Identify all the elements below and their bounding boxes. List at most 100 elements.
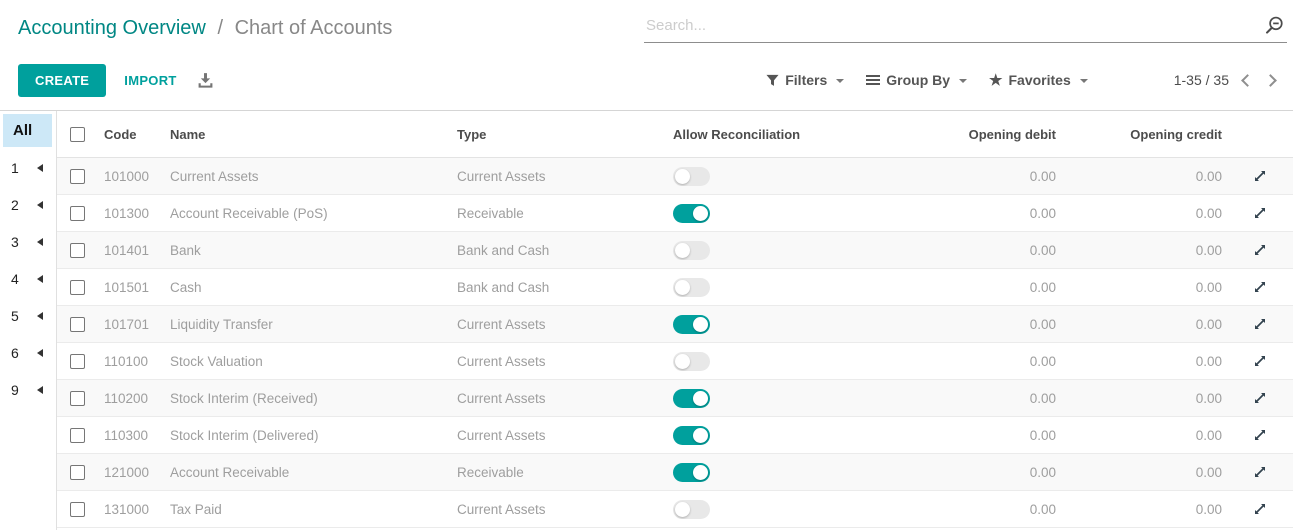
row-checkbox[interactable]: [69, 390, 85, 406]
expand-record-icon[interactable]: [1253, 428, 1267, 442]
table-row[interactable]: 101501 Cash Bank and Cash 0.00 0.00: [57, 269, 1293, 306]
cell-type: Current Assets: [457, 168, 546, 184]
table-row[interactable]: 101000 Current Assets Current Assets 0.0…: [57, 158, 1293, 195]
sidebar-item-group[interactable]: 3: [0, 223, 56, 260]
row-actions-cell: [1226, 465, 1293, 479]
group-by-icon: [866, 75, 881, 85]
row-checkbox[interactable]: [69, 353, 85, 369]
sidebar-item-group[interactable]: 9: [0, 371, 56, 408]
column-header-code[interactable]: Code: [104, 126, 137, 142]
select-all-checkbox[interactable]: [69, 126, 85, 142]
cell-opening-credit: 0.00: [1195, 205, 1222, 221]
favorites-menu-button[interactable]: ★ Favorites: [989, 72, 1088, 88]
table-row[interactable]: 101701 Liquidity Transfer Current Assets…: [57, 306, 1293, 343]
row-checkbox[interactable]: [69, 279, 85, 295]
row-actions-cell: [1226, 428, 1293, 442]
column-header-type[interactable]: Type: [457, 126, 487, 142]
allow-reconciliation-toggle[interactable]: [673, 166, 710, 186]
chevron-down-icon: [1079, 79, 1088, 83]
sidebar-item-group[interactable]: 5: [0, 297, 56, 334]
cell-code: 131000: [104, 501, 150, 517]
expand-record-icon[interactable]: [1253, 391, 1267, 405]
row-checkbox[interactable]: [69, 242, 85, 258]
column-header-opening-credit[interactable]: Opening credit: [1130, 126, 1222, 142]
sidebar-group-label: 5: [11, 307, 19, 324]
sidebar-item-group[interactable]: 4: [0, 260, 56, 297]
cell-code: 110200: [104, 390, 149, 406]
cell-allow-reconciliation: [666, 388, 846, 408]
cell-type: Current Assets: [457, 427, 546, 443]
row-checkbox[interactable]: [69, 205, 85, 221]
cell-name: Tax Paid: [170, 501, 222, 517]
next-page-button[interactable]: [1264, 73, 1277, 87]
column-header-allow-reconciliation[interactable]: Allow Reconciliation: [673, 126, 801, 142]
table-row[interactable]: 101401 Bank Bank and Cash 0.00 0.00: [57, 232, 1293, 269]
allow-reconciliation-toggle[interactable]: [673, 462, 710, 482]
search-input[interactable]: [646, 17, 1264, 34]
expand-record-icon[interactable]: [1253, 354, 1267, 368]
allow-reconciliation-toggle[interactable]: [673, 314, 710, 334]
select-all-checkbox-cell: [57, 126, 97, 142]
cell-opening-credit: 0.00: [1195, 279, 1222, 295]
toggle-knob: [675, 279, 690, 295]
expand-record-icon[interactable]: [1253, 280, 1267, 294]
cell-opening-debit: 0.00: [1029, 316, 1056, 332]
row-checkbox-cell: [57, 427, 97, 443]
search-icon[interactable]: [1264, 15, 1285, 36]
cell-allow-reconciliation: [666, 351, 846, 371]
cell-code: 121000: [104, 464, 150, 480]
breadcrumb-current: Chart of Accounts: [234, 16, 393, 39]
expand-record-icon[interactable]: [1253, 243, 1267, 257]
expand-record-icon[interactable]: [1253, 206, 1267, 220]
allow-reconciliation-toggle[interactable]: [673, 425, 710, 445]
table-row[interactable]: 121000 Account Receivable Receivable 0.0…: [57, 454, 1293, 491]
cell-opening-debit: 0.00: [1029, 390, 1056, 406]
table-row[interactable]: 110100 Stock Valuation Current Assets 0.…: [57, 343, 1293, 380]
column-header-name[interactable]: Name: [170, 126, 206, 142]
breadcrumb-parent-link[interactable]: Accounting Overview: [18, 16, 206, 39]
allow-reconciliation-toggle[interactable]: [673, 277, 710, 297]
allow-reconciliation-toggle[interactable]: [673, 203, 710, 223]
cell-opening-credit: 0.00: [1195, 390, 1222, 406]
control-bar: CREATE IMPORT Filters: [0, 50, 1293, 110]
cell-code: 101300: [104, 205, 150, 221]
cell-type: Current Assets: [457, 390, 546, 406]
expand-record-icon[interactable]: [1253, 465, 1267, 479]
sidebar-item-group[interactable]: 6: [0, 334, 56, 371]
sidebar-item-group[interactable]: 2: [0, 186, 56, 223]
cell-type: Current Assets: [457, 316, 546, 332]
table-row[interactable]: 131000 Tax Paid Current Assets 0.00 0.00: [57, 491, 1293, 528]
expand-record-icon[interactable]: [1253, 502, 1267, 516]
download-button[interactable]: [195, 70, 216, 90]
toggle-knob: [693, 390, 708, 406]
sidebar-item-group[interactable]: 1: [0, 149, 56, 186]
table-row[interactable]: 110200 Stock Interim (Received) Current …: [57, 380, 1293, 417]
row-checkbox[interactable]: [69, 427, 85, 443]
table-row[interactable]: 110300 Stock Interim (Delivered) Current…: [57, 417, 1293, 454]
sidebar-item-all[interactable]: All: [3, 114, 52, 147]
cell-code: 101701: [104, 316, 150, 332]
column-header-opening-debit[interactable]: Opening debit: [968, 126, 1056, 142]
previous-page-button[interactable]: [1241, 73, 1254, 87]
row-checkbox[interactable]: [69, 168, 85, 184]
allow-reconciliation-toggle[interactable]: [673, 388, 710, 408]
row-checkbox[interactable]: [69, 464, 85, 480]
star-icon: ★: [989, 71, 1003, 89]
row-checkbox-cell: [57, 464, 97, 480]
content-area: All 1 2 3 4 5 6 9 Code Name Type Allow R…: [0, 110, 1293, 530]
expand-record-icon[interactable]: [1253, 317, 1267, 331]
row-checkbox-cell: [57, 168, 97, 184]
group-by-menu-button[interactable]: Group By: [866, 72, 968, 88]
filters-menu-button[interactable]: Filters: [766, 72, 845, 88]
allow-reconciliation-toggle[interactable]: [673, 240, 710, 260]
row-checkbox[interactable]: [69, 316, 85, 332]
import-button[interactable]: IMPORT: [124, 72, 177, 88]
allow-reconciliation-toggle[interactable]: [673, 351, 710, 371]
create-button[interactable]: CREATE: [18, 63, 107, 97]
row-checkbox[interactable]: [69, 501, 85, 517]
table-row[interactable]: 101300 Account Receivable (PoS) Receivab…: [57, 195, 1293, 232]
expand-record-icon[interactable]: [1253, 169, 1267, 183]
row-actions-cell: [1226, 354, 1293, 368]
action-buttons: CREATE IMPORT: [18, 63, 216, 97]
allow-reconciliation-toggle[interactable]: [673, 499, 710, 519]
